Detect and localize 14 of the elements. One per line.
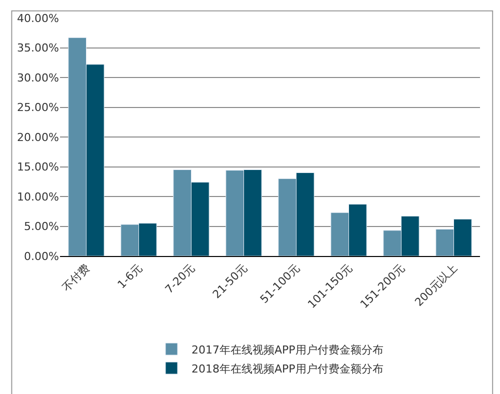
y-tick-label: 30.00% — [17, 71, 59, 84]
y-tick-label: 5.00% — [24, 220, 59, 234]
y-tick-label: 20.00% — [17, 130, 59, 144]
x-tick-label: 1-6元 — [115, 262, 145, 292]
y-tick-label: 35.00% — [17, 42, 59, 55]
y-tick-label: 0.00% — [24, 250, 59, 263]
y-tick-label: 25.00% — [17, 101, 59, 114]
x-tick-label: 200元以上 — [412, 262, 460, 309]
x-tick-label: 不付费 — [60, 262, 92, 294]
legend-label: 2018年在线视频APP用户付费金额分布 — [192, 362, 384, 376]
y-tick-label: 10.00% — [17, 190, 59, 204]
y-tick-label: 15.00% — [17, 160, 59, 174]
y-tick-label: 40.00% — [17, 12, 59, 25]
legend-label: 2017年在线视频APP用户付费金额分布 — [192, 343, 384, 356]
